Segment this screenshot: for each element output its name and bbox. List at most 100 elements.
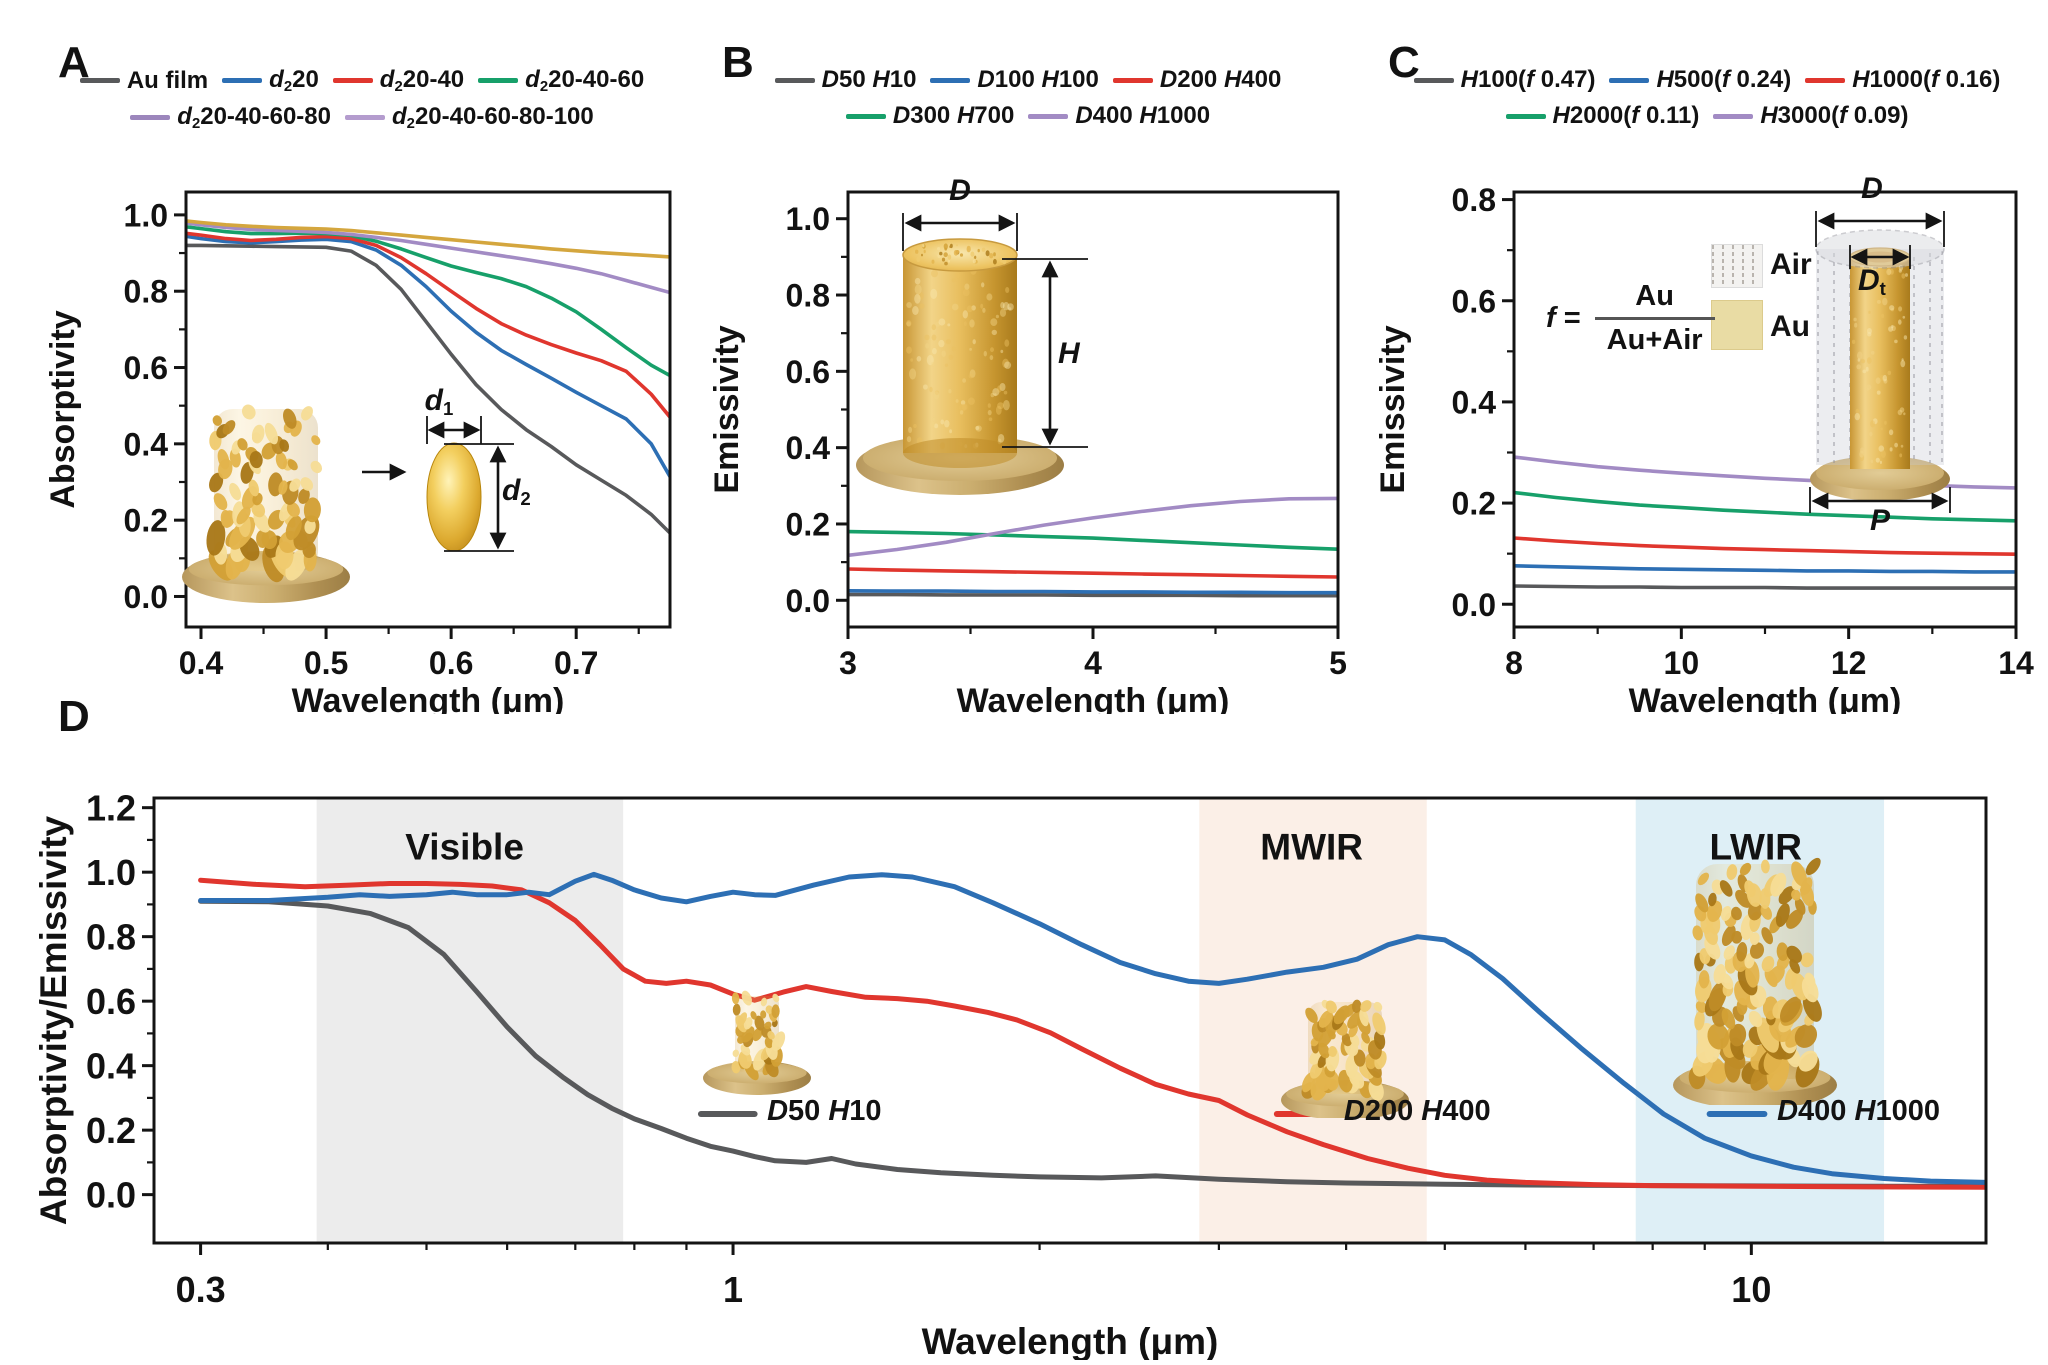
outer-diameter-label: D (1861, 172, 1883, 205)
y-tick-label: 0.0 (124, 579, 168, 615)
y-tick-label: 0.8 (86, 917, 136, 958)
y-tick-label: 0.0 (1452, 587, 1496, 623)
diameter-dimension-label: D (949, 174, 971, 207)
panel-b-inset-illustration (856, 213, 1088, 495)
fill-factor-formula: f = Au Au+Air (1546, 280, 1715, 357)
series-d400-h1000 (198, 871, 1986, 1185)
formula-numerator: Au (1594, 280, 1715, 320)
panel-b: B D50 H10 D100 H100 D200 H400 D300 H700 D400… (700, 22, 1356, 714)
legend-item: D50 H10 (774, 66, 917, 94)
series-d200-h400 (848, 567, 1338, 579)
gold-cylinder-body (903, 255, 1017, 453)
x-tick-label: 0.5 (304, 645, 348, 681)
legend-item: d220-40 (332, 66, 465, 96)
y-tick-label: 0.2 (124, 503, 168, 539)
legend-label: D300 H700 (892, 102, 1015, 129)
formula-fraction: Au Au+Air (1594, 280, 1715, 357)
legend-label: d220-40-60 (525, 66, 645, 96)
legend-label: D200 H400 (1159, 66, 1282, 93)
legend-swatch-line (1805, 77, 1846, 83)
legend-swatch-line (1609, 77, 1650, 83)
legend-item: d220-40-60-80-100 (344, 103, 594, 133)
series-d300-h700 (848, 529, 1338, 552)
series-h500-f024 (1514, 563, 2016, 574)
y-tick-label: 0.2 (1452, 486, 1496, 522)
y-axis-title: Absorptivity (44, 310, 82, 508)
y-tick-label: 0.6 (786, 354, 830, 390)
curve-label: D400 H1000 (1777, 1095, 1940, 1127)
series-h1000-f016 (1514, 536, 2016, 557)
legend-swatch-line (1028, 113, 1069, 119)
air-swatch-label: Air (1770, 248, 1812, 281)
panel-a-inset-illustration (182, 404, 514, 603)
legend-item: D100 H100 (930, 66, 1099, 94)
y-tick-label: 1.0 (86, 852, 136, 893)
band-label-mwir: MWIR (1260, 826, 1363, 867)
legend-swatch-line (344, 115, 385, 121)
y-tick-label: 1.0 (786, 201, 830, 237)
x-tick-label: 10 (1731, 1269, 1771, 1310)
d1-dimension-label: d1 (424, 384, 454, 420)
series-d400-h1000 (848, 496, 1338, 558)
series-d2-20-40-60-80-100 (186, 219, 670, 259)
series-d2-20-40 (186, 231, 670, 420)
series-d50-h10 (848, 592, 1338, 598)
legend-item: D200 H400 (1112, 66, 1282, 94)
x-tick-label: 8 (1505, 645, 1523, 681)
legend-label: H1000(f 0.16) (1852, 66, 2001, 93)
cylinder-bottom-edge (903, 438, 1017, 468)
series-d2-20 (186, 234, 670, 481)
panel-a: A Au film d220 d220-40 d220-40-60 d220-40-60… (36, 22, 688, 714)
legend-item: d220-40-60-80 (130, 103, 331, 132)
legend-item: H1000(f 0.16) (1805, 66, 2000, 94)
x-tick-label: 0.4 (179, 645, 224, 681)
y-tick-label: 0.4 (124, 426, 169, 462)
y-tick-label: 0.8 (1452, 182, 1496, 218)
panel-d-chart: Visible MWIR LWIR 0.3 1 10 0.0 0.2 0.4 0.6 0.8 1.0 1… (36, 700, 2028, 1360)
legend-swatch-line (222, 78, 263, 84)
y-tick-label: 0.2 (786, 506, 830, 542)
nanopillar-illustration (182, 404, 350, 603)
gold-base-disc-top (1816, 456, 1944, 490)
x-tick-label: 0.6 (429, 645, 473, 681)
legend-item: d220 (222, 66, 319, 95)
gold-pillar-core (1850, 257, 1910, 469)
legend-label: d220-40 (379, 66, 465, 96)
series-d2-20-40-60 (186, 224, 670, 378)
legend-label: d220-40-60-80-100 (391, 103, 594, 133)
legend-label: D100 H100 (977, 66, 1099, 93)
y-tick-label: 0.2 (86, 1110, 136, 1151)
pitch-label: P (1869, 504, 1890, 537)
au-swatch-label: Au (1770, 310, 1810, 343)
y-axis-title: Absorptivity/Emissivity (36, 815, 74, 1225)
formula-denominator: Au+Air (1606, 324, 1703, 356)
legend-label: H500(f 0.24) (1656, 66, 1792, 93)
legend-label: D400 H1000 (1075, 102, 1211, 129)
y-tick-label: 0.4 (786, 430, 831, 466)
legend-item: d220-40-60 (478, 66, 644, 95)
legend-swatch-line (845, 113, 886, 119)
au-swatch (1711, 300, 1763, 350)
legend-item: Au film (79, 67, 208, 95)
curve-label: D50 H10 (767, 1095, 882, 1127)
legend-item: H3000(f 0.09) (1713, 102, 1908, 130)
series-h2000-f011 (1514, 490, 2016, 523)
legend-label: D50 H10 (821, 66, 917, 93)
y-tick-label: 0.6 (86, 981, 136, 1022)
panel-c-legend: H100(f 0.47) H500(f 0.24) H1000(f 0.16) H20… (1366, 66, 2048, 130)
band-label-visible: Visible (405, 826, 524, 867)
panel-c-chart: 8 10 12 14 0.0 0.2 0.4 0.6 0.8 Wavelength (μm) Emi… (1366, 142, 2048, 714)
y-axis-title: Emissivity (1374, 325, 1412, 493)
x-axis-title: Wavelength (μm) (922, 1321, 1219, 1360)
legend-label: H2000(f 0.11) (1552, 102, 1700, 129)
x-tick-label: 10 (1664, 645, 1700, 681)
pillar-small-illustration (703, 990, 811, 1095)
legend-label: d220 (269, 66, 319, 96)
x-axis-title: Wavelength (μm) (1629, 682, 1902, 714)
curve-label: D200 H400 (1343, 1095, 1491, 1127)
series-d50-h10 (198, 898, 1986, 1189)
legend-item: H500(f 0.24) (1609, 66, 1791, 94)
legend-item: H2000(f 0.11) (1505, 102, 1700, 130)
legend-item: H100(f 0.47) (1413, 66, 1595, 94)
panel-d-plot: Visible MWIR LWIR 0.3 1 10 0.0 0.2 0.4 0.6 0.8 1.0 1… (36, 788, 1988, 1360)
